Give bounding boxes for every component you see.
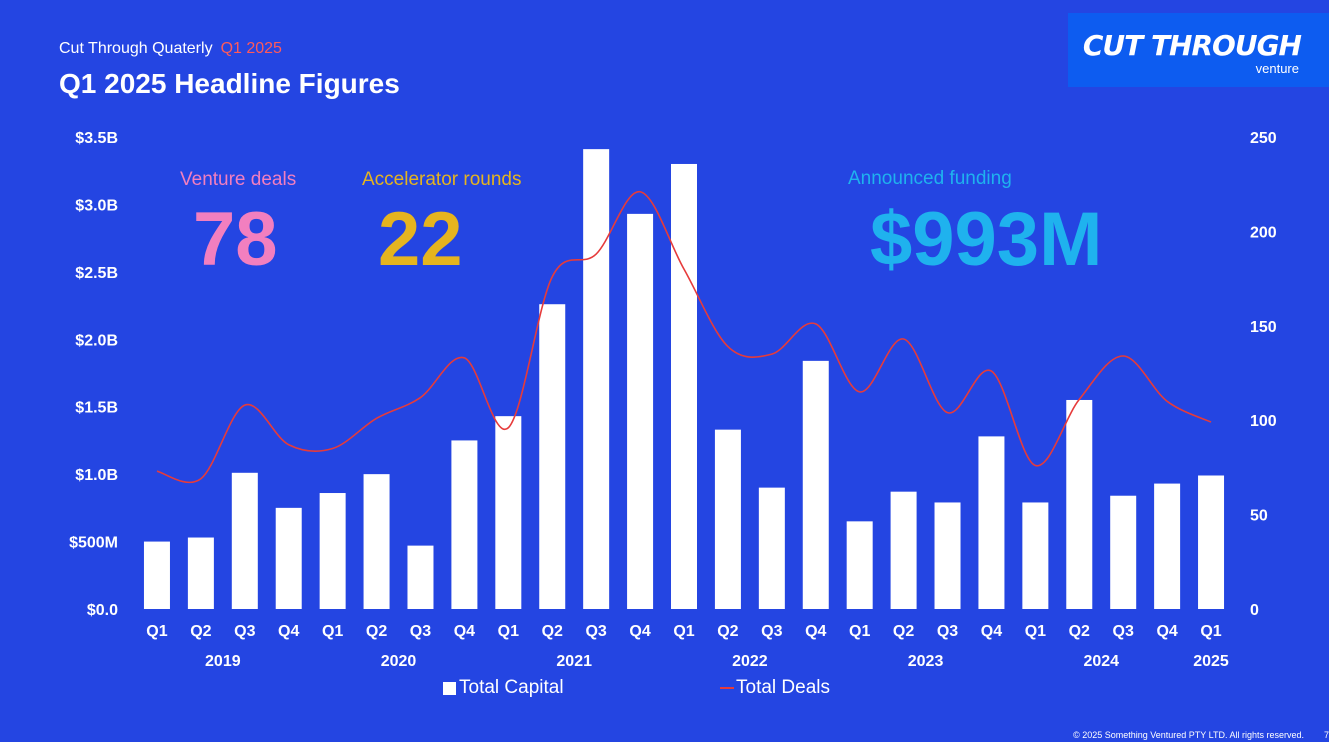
- y-left-tick-label: $2.0B: [75, 332, 118, 349]
- bar-total-capital: [846, 521, 873, 609]
- x-tick-label: Q1: [498, 623, 519, 640]
- bar-total-capital: [187, 537, 214, 609]
- x-tick-label: Q2: [190, 623, 211, 640]
- y-left-tick-label: $1.0B: [75, 467, 118, 484]
- x-year-label: 2022: [732, 653, 768, 670]
- bar-total-capital: [890, 491, 917, 609]
- x-tick-label: Q3: [1113, 623, 1134, 640]
- y-right-tick-label: 0: [1250, 602, 1259, 619]
- bar-total-capital: [627, 213, 654, 609]
- x-tick-label: Q3: [761, 623, 782, 640]
- legend-bar-swatch: [443, 681, 456, 695]
- x-tick-label: Q4: [981, 623, 1002, 640]
- x-tick-label: Q4: [805, 623, 826, 640]
- x-tick-label: Q1: [322, 623, 343, 640]
- bar-total-capital: [1022, 502, 1049, 609]
- y-right-tick-label: 150: [1250, 319, 1277, 336]
- bar-total-capital: [231, 472, 258, 609]
- bar-total-capital: [407, 545, 434, 609]
- venture-deals-label: Venture deals: [180, 169, 297, 190]
- bar-total-capital: [583, 149, 610, 609]
- y-left-tick-label: $2.5B: [75, 265, 118, 282]
- x-tick-label: Q2: [1069, 623, 1090, 640]
- y-left-tick-label: $3.0B: [75, 197, 118, 214]
- x-tick-label: Q3: [234, 623, 255, 640]
- x-tick-label: Q1: [849, 623, 870, 640]
- bar-total-capital: [1154, 483, 1181, 609]
- bar-total-capital: [539, 304, 566, 609]
- legend-total-capital-label: Total Capital: [459, 677, 564, 698]
- bar-total-capital: [319, 493, 346, 609]
- logo-sub-text: venture: [1255, 61, 1299, 76]
- x-tick-label: Q4: [629, 623, 650, 640]
- y-right-tick-label: 100: [1250, 413, 1277, 430]
- y-right-tick-label: 250: [1250, 130, 1277, 147]
- x-year-label: 2019: [205, 653, 241, 670]
- x-tick-label: Q2: [717, 623, 738, 640]
- x-tick-label: Q4: [278, 623, 299, 640]
- bar-total-capital: [714, 429, 741, 609]
- legend-line-swatch: [720, 687, 734, 689]
- legend-total-deals-label: Total Deals: [736, 677, 830, 698]
- x-tick-label: Q2: [542, 623, 563, 640]
- bar-total-capital: [1066, 399, 1093, 609]
- bar-total-capital: [495, 416, 522, 609]
- page-subtitle: Cut Through Quaterly Q1 2025: [59, 40, 282, 58]
- bar-total-capital: [802, 360, 829, 609]
- legend-total-capital: Total Capital: [443, 677, 564, 699]
- x-year-label: 2023: [908, 653, 944, 670]
- copyright-footer: © 2025 Something Ventured PTY LTD. All r…: [1073, 730, 1304, 740]
- x-tick-label: Q3: [937, 623, 958, 640]
- logo-main-text: CUT THROUGH: [1082, 29, 1302, 62]
- report-quarter: Q1 2025: [220, 40, 282, 57]
- x-tick-label: Q4: [1156, 623, 1177, 640]
- bar-total-capital: [1110, 495, 1137, 609]
- x-tick-label: Q4: [454, 623, 475, 640]
- bar-total-capital: [758, 487, 785, 609]
- x-tick-label: Q1: [1025, 623, 1046, 640]
- page-title: Q1 2025 Headline Figures: [59, 68, 400, 99]
- bar-total-capital: [1198, 475, 1225, 609]
- logo: CUT THROUGH venture: [1068, 13, 1329, 87]
- accelerator-rounds-value: 22: [378, 197, 463, 282]
- y-left-tick-label: $0.0: [87, 602, 118, 619]
- x-year-label: 2024: [1083, 653, 1119, 670]
- x-tick-label: Q3: [585, 623, 606, 640]
- legend-total-deals: Total Deals: [720, 677, 830, 699]
- y-left-tick-label: $500M: [69, 535, 118, 552]
- y-right-tick-label: 200: [1250, 224, 1277, 241]
- bar-total-capital: [451, 440, 478, 609]
- y-right-tick-label: 50: [1250, 508, 1268, 525]
- x-tick-label: Q2: [893, 623, 914, 640]
- y-left-tick-label: $1.5B: [75, 400, 118, 417]
- y-left-tick-label: $3.5B: [75, 130, 118, 147]
- report-name: Cut Through Quaterly: [59, 40, 213, 57]
- x-tick-label: Q1: [1200, 623, 1221, 640]
- announced-funding-label: Announced funding: [848, 168, 1012, 189]
- bar-total-capital: [671, 163, 697, 609]
- x-year-label: 2021: [556, 653, 592, 670]
- x-tick-label: Q3: [410, 623, 431, 640]
- page-number: 7: [1323, 730, 1329, 740]
- bar-total-capital: [275, 507, 302, 609]
- bar-total-capital: [934, 502, 961, 609]
- x-tick-label: Q1: [146, 623, 167, 640]
- x-year-label: 2025: [1193, 653, 1229, 670]
- x-tick-label: Q2: [366, 623, 387, 640]
- line-total-deals: [156, 190, 1212, 484]
- x-tick-label: Q1: [673, 623, 694, 640]
- bar-total-capital: [978, 436, 1005, 609]
- accelerator-rounds-label: Accelerator rounds: [362, 169, 522, 190]
- announced-funding-value: $993M: [870, 197, 1103, 282]
- bar-total-capital: [143, 541, 170, 609]
- x-year-label: 2020: [381, 653, 417, 670]
- bar-total-capital: [363, 474, 390, 609]
- venture-deals-value: 78: [193, 197, 278, 282]
